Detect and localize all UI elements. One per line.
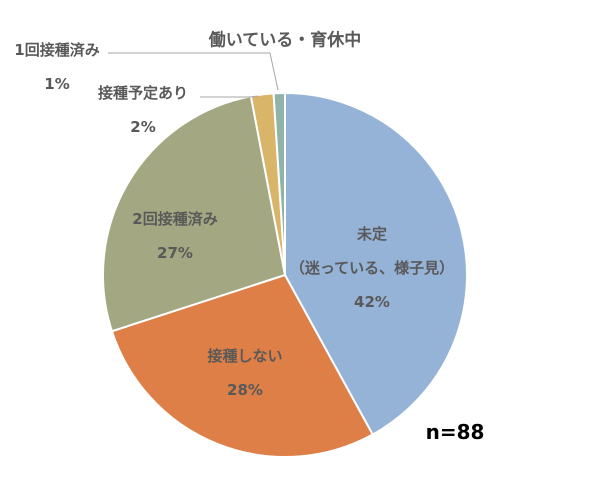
category-label: 未定 （迷っている、様子見）: [289, 225, 455, 277]
slice-label: 接種予定あり 2%: [98, 76, 188, 144]
category-label: 2回接種済み: [132, 210, 218, 228]
pie-slice: [284, 91, 468, 436]
chart-title: 働いている・育休中: [208, 30, 362, 51]
slice-label: 接種しない 28%: [207, 339, 282, 407]
pie-slice: [102, 95, 287, 333]
value-label: 27%: [157, 244, 193, 262]
pie-slice: [110, 273, 375, 458]
value-label: 2%: [130, 118, 156, 136]
slice-label: 2回接種済み 27%: [132, 202, 217, 270]
category-label: 1回接種済み: [14, 41, 100, 59]
value-label: 1%: [44, 75, 70, 93]
leader-line: [108, 52, 279, 91]
slice-label: 未定 （迷っている、様子見） 42%: [290, 217, 454, 319]
slice-label: 1回接種済み 1%: [14, 33, 99, 101]
sample-size: n=88: [425, 420, 485, 444]
leader-line: [200, 95, 259, 98]
value-label: 42%: [354, 293, 390, 311]
category-label: 接種予定あり: [97, 84, 189, 102]
pie-slice: [272, 91, 286, 276]
category-label: 接種しない: [207, 347, 283, 365]
value-label: 28%: [227, 381, 263, 399]
